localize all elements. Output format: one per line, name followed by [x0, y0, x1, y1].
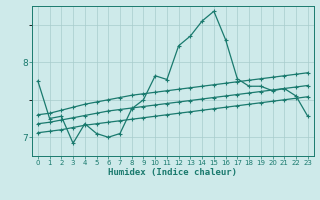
X-axis label: Humidex (Indice chaleur): Humidex (Indice chaleur) [108, 168, 237, 177]
